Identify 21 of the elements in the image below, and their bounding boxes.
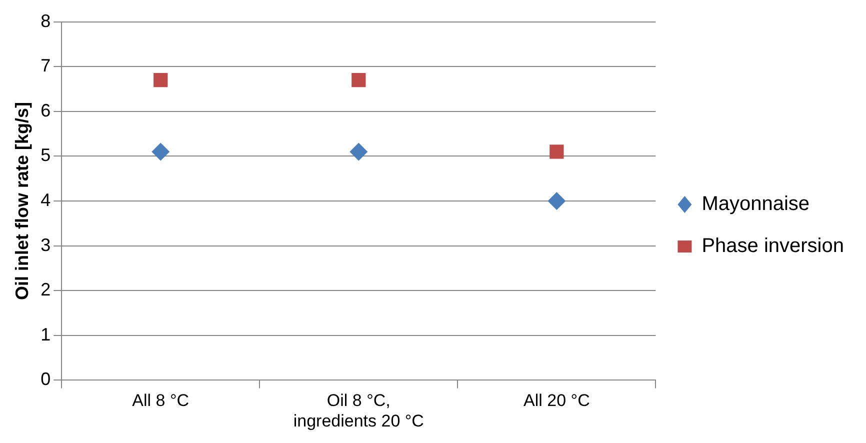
point	[350, 142, 368, 161]
point	[352, 72, 366, 88]
y-tick-label: 3	[40, 234, 51, 255]
y-tick-label: 8	[40, 10, 51, 31]
legend-label: Mayonnaise	[702, 193, 810, 216]
legend-label: Phase inversion	[702, 235, 844, 258]
point	[548, 192, 566, 210]
point	[152, 142, 170, 161]
x-tick-label: All 8 °C	[132, 391, 190, 410]
y-tick-label: 6	[40, 100, 51, 120]
y-tick-label: 7	[40, 56, 51, 76]
x-tick-label: Oil 8 °C, ingredients 20 °C	[293, 391, 424, 430]
point	[154, 72, 168, 88]
point	[550, 144, 564, 159]
y-tick-label: 5	[40, 145, 51, 166]
x-tick-label: All 20 °C	[524, 391, 590, 410]
y-tick-label: 1	[40, 324, 51, 344]
y-tick-label: 4	[40, 190, 51, 210]
y-tick-label: 2	[40, 280, 51, 300]
y-axis-title: Oil inlet flow rate [kg/s]	[12, 102, 32, 300]
y-tick-label: 0	[40, 369, 51, 390]
